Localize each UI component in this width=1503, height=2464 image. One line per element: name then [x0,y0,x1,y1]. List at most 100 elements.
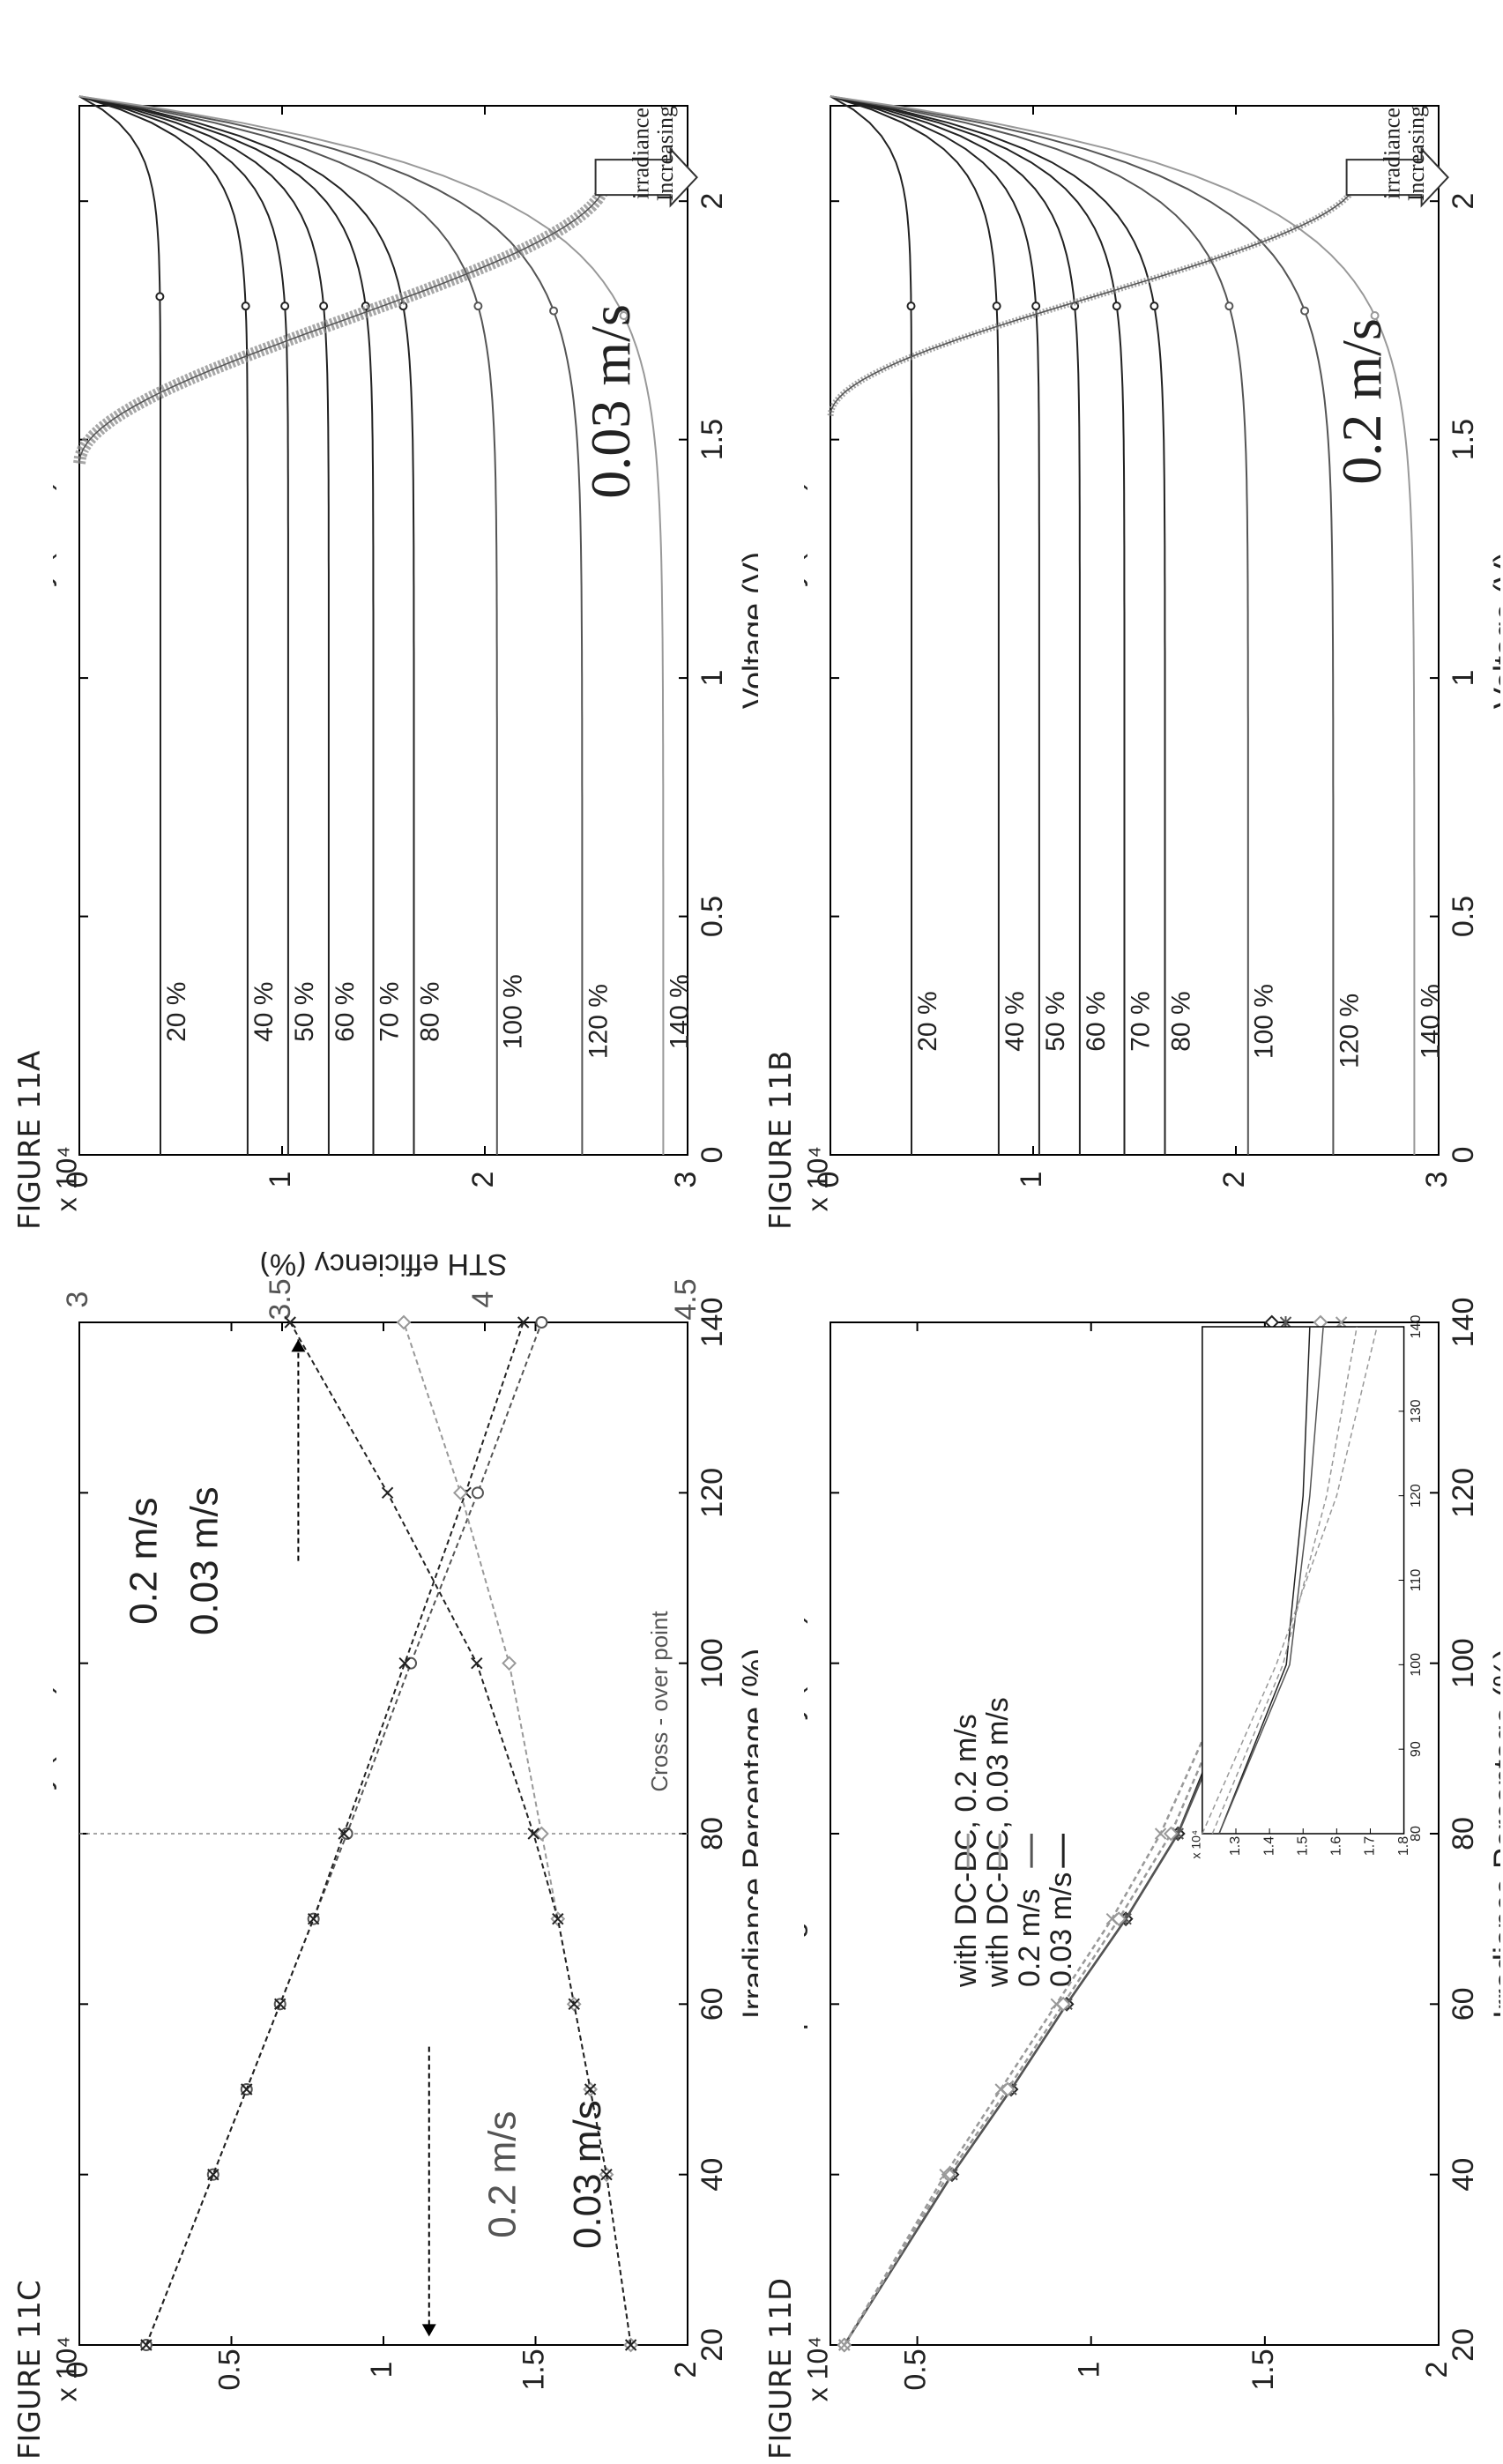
y-tick-label: 2 [1217,1172,1251,1188]
iv-curve-line [830,95,1166,1155]
inset-x-tick-label: 130 [1409,1399,1424,1423]
axis-exponent-label: x 10⁴ [53,1146,82,1211]
irradiance-label: 120 % [584,984,613,1059]
chart-11d: 20 40 60 80 100 120 140 0.5 1 1.5 2 Irradiance Perc… [804,1298,1500,2402]
axis-exponent-label: x 10⁴ [804,1146,833,1211]
inset-series-line [1218,1326,1324,1835]
x-tick-label: 60 [696,1987,729,2021]
data-point [600,2168,613,2181]
x-tick-label: 40 [1447,2158,1480,2192]
legend-entry: 0.03 m/s [1045,1872,1078,1987]
y-tick-label: 3 [1420,1172,1454,1188]
iv-curve-line [830,95,1249,1155]
x-tick-label: 0.5 [1447,896,1480,937]
data-point [471,1656,483,1670]
data-point [502,1656,517,1671]
data-point [207,2168,219,2181]
y2-tick-label: 3 [61,1292,94,1308]
inset-series-line [1218,1326,1311,1835]
axis-exponent-label: x 10⁴ [53,2336,82,2401]
y-tick-label: 0.5 [212,2349,246,2390]
annotation-text: Increasing [652,106,678,201]
y2-tick-label: 3.5 [264,1278,297,1320]
iv-curve-line [830,95,1040,1155]
data-point [517,1316,530,1329]
figure-label-11d: FIGURE 11D [763,2277,799,2460]
x-tick-label: 20 [1447,2328,1480,2362]
irradiance-label: 80 % [1166,991,1195,1051]
data-point [568,1998,580,2011]
iv-curve-line [78,95,375,1155]
y-tick-label: 0 [61,1172,94,1188]
irradiance-label: 140 % [665,974,694,1049]
mpp-marker [1150,301,1159,311]
irradiance-label: 100 % [1250,984,1279,1059]
irradiance-label: 50 % [290,982,319,1042]
data-point [838,2339,851,2351]
legend-arrowhead-right [291,1339,306,1352]
data-point [273,1998,286,2011]
electrolyzer-load-curve-core [830,176,1358,416]
mpp-marker [319,301,329,311]
mpp-marker [241,301,250,311]
speed-label: 0.03 m/s [579,304,642,498]
y2-tick-label: 4 [466,1292,500,1308]
legend-entry: 0.2 m/s [481,2111,525,2238]
data-point [535,1316,548,1329]
y-tick-label: 0.5 [899,2349,933,2390]
data-point [284,1316,296,1329]
y-tick-label: 1 [1073,2362,1106,2378]
data-point [552,1912,564,1925]
data-point [471,1486,484,1500]
x-axis-label: Voltage (V) [1487,552,1500,709]
data-point [241,2083,253,2096]
inset-y-tick-label: 1.3 [1228,1836,1243,1856]
data-point [1154,1828,1167,1840]
data-point [452,1485,468,1500]
mpp-marker [1031,301,1041,311]
irradiance-label: 80 % [415,982,444,1042]
series-line [145,1321,525,2346]
inset-y-tick-label: 1.5 [1295,1836,1310,1856]
inset-series-line [1202,1326,1378,1835]
iv-curve-line [830,95,1416,1155]
y-tick-label: 3 [669,1172,703,1188]
data-point [533,1826,549,1842]
chart-11a: 0 0.5 1 1.5 2 0 1 2 3 Voltage (V) Current Density … [53,95,758,1211]
y-tick-label: 0 [61,2362,94,2378]
annotation-text: irradiance [628,108,653,199]
mpp-marker [906,301,916,311]
annotation-text: Increasing [1403,106,1429,201]
y-tick-label: 1 [1015,1172,1048,1188]
y-tick-label: 2 [669,2362,703,2378]
mpp-marker [992,301,1001,311]
electrolyzer-load-curve-core [78,177,607,464]
mpp-marker [280,301,290,311]
mpp-marker [155,292,165,301]
x-tick-label: 40 [696,2158,729,2192]
axis-exponent-label: x 10⁴ [804,2336,833,2401]
x-tick-label: 140 [1447,1298,1480,1348]
irradiance-label: 100 % [499,974,528,1049]
figure-label-11c: FIGURE 11C [12,2280,48,2460]
increasing-irradiance-arrow [594,146,698,208]
iv-curve-line [78,95,665,1155]
y-tick-label: 1 [264,1172,297,1188]
legend-entry: 0.03 m/s [183,1486,227,1635]
figure-label-11b: FIGURE 11B [763,1050,799,1230]
x-tick-label: 0.5 [696,896,729,937]
inset-x-tick-label: 100 [1409,1653,1424,1677]
data-point [1335,1316,1348,1329]
data-point [307,1912,320,1925]
y-tick-label: 1.5 [517,2349,550,2390]
inset-y-tick-label: 1.7 [1363,1836,1378,1856]
mpp-marker [549,306,559,316]
iv-curve-line [78,95,289,1155]
increasing-irradiance-arrow [1345,146,1449,208]
x-tick-label: 1 [696,670,729,687]
inset-series-line [1211,1326,1358,1835]
x-axis-label: Irradiance Percentage (%) [736,1649,758,2019]
iv-curve-line [78,95,415,1155]
x-tick-label: 140 [696,1298,729,1348]
